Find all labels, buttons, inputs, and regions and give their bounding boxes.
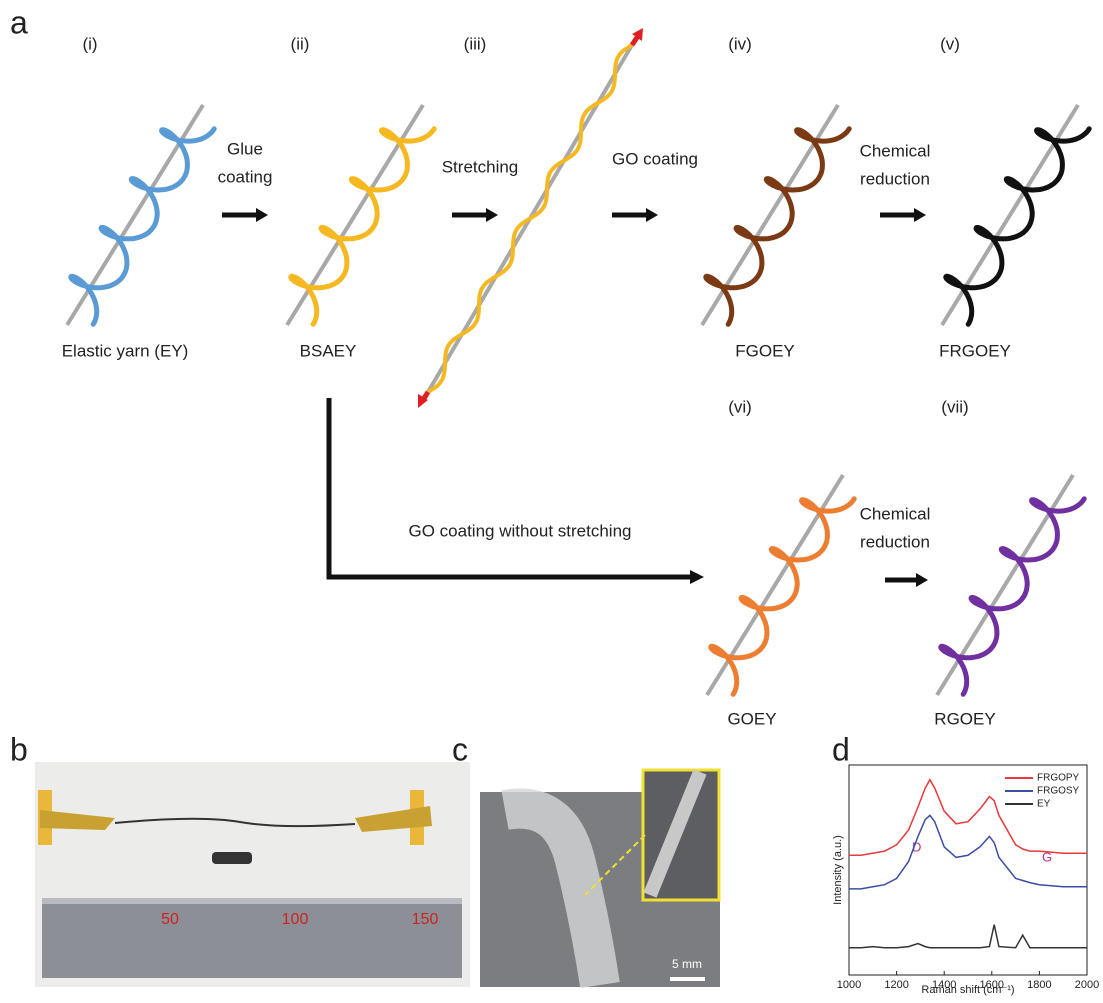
pull-arrow-head [418, 394, 428, 408]
process-arrow-head [646, 208, 658, 222]
arrow-label: Chemical [860, 504, 931, 523]
x-tick-label: 1200 [884, 979, 908, 991]
step-label: (iv) [728, 34, 752, 53]
peak-label: G [1042, 849, 1052, 864]
caption: FGOEY [735, 341, 795, 360]
core-fiber [700, 103, 840, 327]
arrow-label: GO coating without stretching [408, 521, 631, 540]
peak-label: D [912, 839, 921, 854]
inset-pointer [584, 834, 646, 896]
plot-frame [848, 764, 1088, 976]
legend-label: FRGOSY [1037, 786, 1080, 797]
core-fiber [935, 473, 1075, 697]
core-fiber [705, 473, 845, 697]
sem-yarn [501, 788, 620, 989]
x-tick-label: 1800 [1027, 979, 1051, 991]
yarn [68, 126, 217, 327]
process-arrow [326, 398, 692, 580]
yarn-piece [212, 852, 252, 864]
step-label: (vii) [941, 397, 968, 416]
x-tick-label: 1600 [980, 979, 1004, 991]
ruler-edge [42, 898, 462, 904]
process-arrow-head [916, 573, 928, 587]
yarn [288, 126, 437, 327]
yarn-sample [114, 817, 356, 828]
step-label: (i) [82, 34, 97, 53]
spectrum [849, 778, 1087, 857]
arrow-label: Chemical [860, 141, 931, 160]
arrow-label: reduction [860, 532, 930, 551]
process-arrow-head [486, 208, 498, 222]
scale-bar [670, 977, 705, 981]
caption: Elastic yarn (EY) [62, 341, 189, 360]
sem-fiber [643, 769, 707, 898]
clip [355, 806, 432, 832]
process-arrow-head [690, 570, 704, 584]
arrow-label: reduction [860, 169, 930, 188]
caption: FRGOEY [939, 341, 1011, 360]
step-label: (iii) [464, 34, 487, 53]
panel-label: b [10, 731, 28, 767]
step-label: (ii) [291, 34, 310, 53]
legend-label: EY [1037, 799, 1051, 810]
arrow-label: coating [218, 167, 273, 186]
caption: RGOEY [934, 709, 995, 728]
core-fiber [65, 103, 205, 327]
arrow-label: Stretching [442, 157, 519, 176]
step-label: (vi) [728, 397, 752, 416]
ruler [42, 898, 462, 978]
caption: GOEY [727, 709, 776, 728]
spectrum [849, 814, 1087, 890]
yarn [426, 43, 634, 394]
scale-bar-label: 5 mm [672, 957, 702, 971]
x-axis-label: Raman shift (cm⁻¹) [921, 984, 1014, 996]
ruler-label: 100 [282, 911, 309, 928]
arrow-label: Glue [227, 139, 263, 158]
yarn [708, 496, 857, 697]
x-tick-label: 2000 [1075, 979, 1099, 991]
caption: BSAEY [300, 341, 357, 360]
core-fiber [940, 103, 1080, 327]
step-label: (v) [940, 34, 960, 53]
y-axis-label: Intensity (a.u.) [832, 835, 844, 905]
panel-label: c [452, 731, 468, 767]
clip [40, 810, 115, 830]
spectrum [849, 924, 1087, 949]
ruler-label: 50 [161, 911, 179, 928]
arrow-label: GO coating [612, 149, 698, 168]
panel-label: a [10, 4, 28, 40]
legend-label: FRGOPY [1037, 773, 1080, 784]
pull-arrow-head [632, 28, 643, 41]
x-tick-label: 1000 [837, 979, 861, 991]
process-arrow-head [256, 208, 268, 222]
x-tick-label: 1400 [932, 979, 956, 991]
process-arrow-head [914, 208, 926, 222]
yarn [943, 126, 1092, 327]
panel-label: d [832, 731, 850, 767]
yarn [938, 496, 1087, 697]
ruler-label: 150 [412, 911, 439, 928]
core-fiber [285, 103, 425, 327]
yarn [703, 126, 852, 327]
